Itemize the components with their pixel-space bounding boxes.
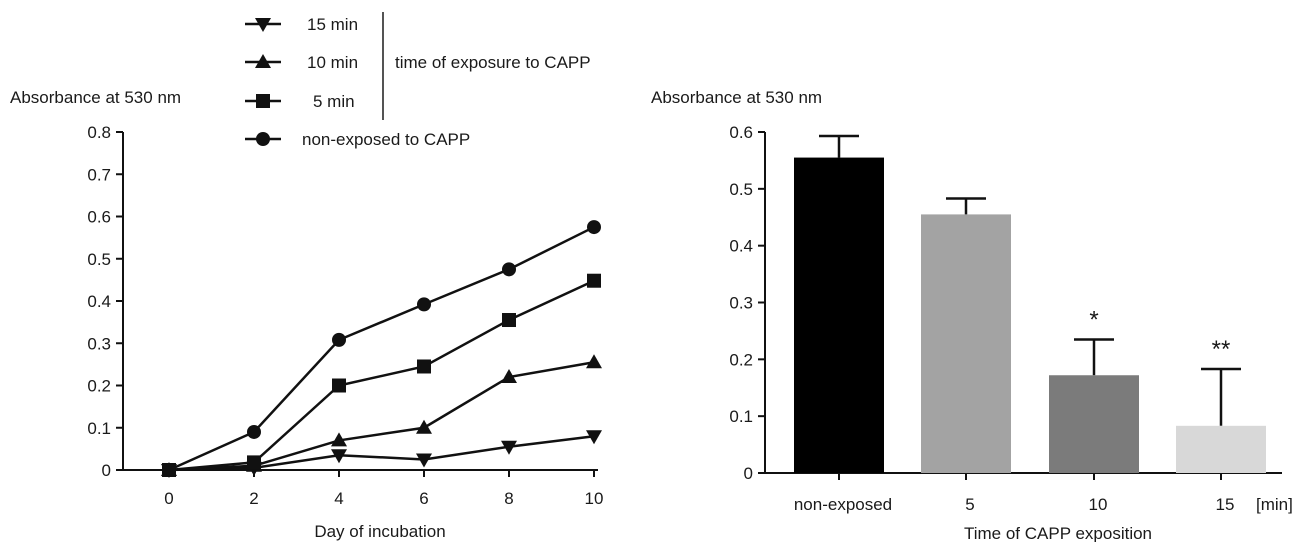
y-tick-label: 0 (102, 461, 111, 480)
bar-chart-y-axis-label: Absorbance at 530 nm (651, 88, 822, 107)
legend-marker (255, 54, 271, 68)
series-line (168, 279, 595, 472)
bar (1049, 375, 1139, 473)
y-tick-label: 0.2 (87, 377, 111, 396)
data-point (501, 369, 517, 384)
data-point (417, 297, 431, 312)
line-chart-series (161, 220, 602, 478)
legend-group-label: time of exposure to CAPP (395, 53, 591, 72)
y-tick-label: 0.6 (729, 123, 753, 142)
bar-chart-x-unit: [min] (1256, 495, 1293, 514)
y-tick-label: 0.3 (87, 334, 111, 353)
y-tick-label: 0.4 (87, 292, 111, 311)
data-point (331, 449, 347, 464)
legend-marker (256, 132, 270, 146)
x-tick-label: 8 (504, 489, 513, 508)
y-tick-label: 0.2 (729, 350, 753, 369)
x-tick-label: 2 (249, 489, 258, 508)
x-tick-label: 5 (965, 495, 974, 514)
data-point (247, 455, 261, 470)
x-tick-label: 15 (1216, 495, 1235, 514)
data-point (416, 419, 432, 434)
data-point (247, 424, 261, 439)
data-point (587, 273, 601, 288)
legend-marker (256, 94, 270, 108)
x-tick-label: 4 (334, 489, 343, 508)
data-point (332, 332, 346, 347)
y-tick-label: 0.5 (729, 180, 753, 199)
x-tick-label: 6 (419, 489, 428, 508)
legend-label: 10 min (307, 53, 358, 72)
series-line (168, 225, 595, 472)
bar-chart-x-axis-label: Time of CAPP exposition (964, 524, 1152, 542)
bar (1176, 425, 1266, 473)
y-tick-label: 0.8 (87, 123, 111, 142)
y-tick-label: 0.7 (87, 165, 111, 184)
data-point (502, 262, 516, 277)
line-chart-x-axis-label: Day of incubation (314, 522, 445, 541)
line-chart-axes: 0 0.1 0.2 0.3 0.4 0.5 0.6 0.7 0.8 0 2 4 6 8 10 (87, 123, 603, 508)
x-tick-label: 10 (585, 489, 604, 508)
y-tick-label: 0.1 (87, 419, 111, 438)
data-point (331, 432, 347, 447)
line-chart-legend: time of exposure to CAPP 15 min 10 min 5 m… (245, 12, 591, 149)
y-tick-label: 0 (744, 464, 753, 483)
y-tick-label: 0.6 (87, 208, 111, 227)
data-point (587, 220, 601, 235)
line-chart: Absorbance at 530 nm Day of incubation 0… (10, 88, 603, 541)
series-line (168, 361, 595, 472)
bar-chart: Absorbance at 530 nm Time of CAPP exposi… (651, 88, 1293, 542)
y-tick-label: 0.5 (87, 250, 111, 269)
bar (921, 214, 1011, 474)
legend-label: 15 min (307, 15, 358, 34)
x-tick-label: 0 (164, 489, 173, 508)
bar (794, 157, 884, 473)
data-point (502, 313, 516, 328)
y-tick-label: 0.4 (729, 237, 753, 256)
significance-marker: * (1089, 306, 1098, 333)
legend-label: 5 min (313, 92, 355, 111)
series-line (168, 434, 595, 472)
legend-marker (255, 18, 271, 32)
x-tick-label: non-exposed (794, 495, 892, 514)
data-point (162, 463, 176, 477)
data-point (417, 359, 431, 374)
x-tick-label: 10 (1089, 495, 1108, 514)
legend-label: non-exposed to CAPP (302, 130, 470, 149)
data-point (501, 440, 517, 455)
y-tick-label: 0.1 (729, 407, 753, 426)
data-point (586, 354, 602, 369)
line-chart-y-axis-label: Absorbance at 530 nm (10, 88, 181, 107)
data-point (416, 453, 432, 468)
y-tick-label: 0.3 (729, 294, 753, 313)
bar-chart-bars: *** (794, 134, 1266, 474)
data-point (586, 430, 602, 445)
data-point (332, 378, 346, 393)
significance-marker: ** (1212, 336, 1231, 363)
